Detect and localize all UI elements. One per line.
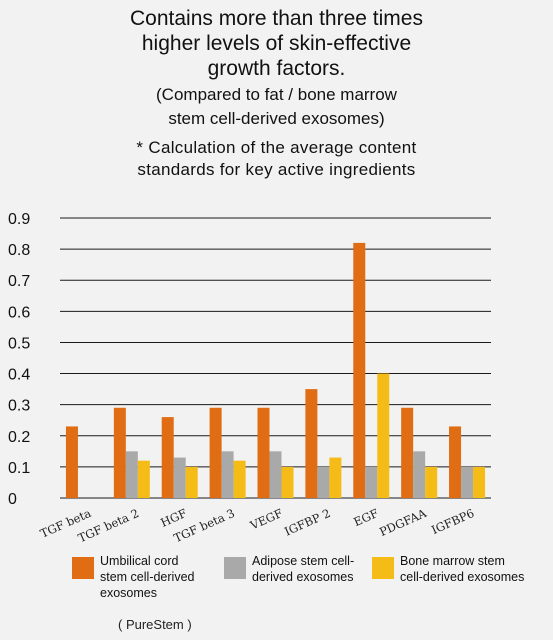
y-tick-label: 0.2: [8, 429, 30, 446]
chart-note: * Calculation of the average content sta…: [136, 138, 417, 179]
bar: [401, 407, 414, 498]
y-tick-label: 0.8: [8, 242, 30, 259]
bar: [185, 466, 198, 498]
legend-item-bone-marrow: Bone marrow stem cell-derived exosomes: [372, 553, 524, 585]
bar: [65, 426, 78, 498]
bar: [269, 451, 282, 498]
bar: [353, 242, 366, 498]
bar: [473, 466, 486, 498]
x-tick-label: VEGF: [247, 506, 285, 533]
y-tick-label: 0.9: [8, 211, 30, 228]
y-tick-label: 0.1: [8, 460, 30, 477]
legend-swatch-umbilical: [72, 557, 94, 579]
chart-title-block: Contains more than three times higher le…: [0, 6, 553, 181]
bar: [461, 466, 474, 498]
bar: [209, 407, 222, 498]
bar: [113, 407, 126, 498]
legend-swatch-adipose: [224, 557, 246, 579]
bar: [257, 407, 270, 498]
legend-item-adipose: Adipose stem cell- derived exosomes: [224, 553, 354, 585]
legend-label-umbilical: Umbilical cord stem cell-derived exosome…: [100, 554, 195, 600]
x-tick-label: PDGFAA: [377, 506, 429, 539]
legend-swatch-bone-marrow: [372, 557, 394, 579]
y-tick-label: 0.5: [8, 335, 30, 352]
bar: [233, 460, 246, 498]
chart-legend: Umbilical cord stem cell-derived exosome…: [0, 553, 553, 613]
bar: [161, 417, 174, 498]
source-label: ( PureStem ): [118, 617, 192, 632]
bar: [173, 457, 186, 498]
bar: [329, 457, 342, 498]
legend-item-umbilical: Umbilical cord stem cell-derived exosome…: [72, 553, 194, 601]
chart-title: Contains more than three times higher le…: [130, 7, 423, 80]
bar: [425, 466, 438, 498]
y-tick-label: 0.7: [8, 273, 30, 290]
legend-label-adipose: Adipose stem cell- derived exosomes: [252, 554, 355, 584]
y-tick-label: 0.6: [8, 304, 30, 321]
bar: [305, 389, 318, 498]
bar: [137, 460, 150, 498]
bar: [317, 466, 330, 498]
x-tick-label: IGFBP6: [429, 506, 476, 537]
y-tick-label: 0: [8, 491, 17, 508]
bar: [365, 466, 378, 498]
y-tick-label: 0.3: [8, 398, 30, 415]
bar: [413, 451, 426, 498]
bar: [377, 373, 390, 498]
bar: [449, 426, 462, 498]
y-tick-label: 0.4: [8, 367, 30, 384]
chart-subtitle: (Compared to fat / bone marrow stem cell…: [156, 85, 397, 128]
bar: [221, 451, 234, 498]
bar: [125, 451, 138, 498]
x-tick-label: IGFBP 2: [282, 506, 332, 539]
legend-label-bone-marrow: Bone marrow stem cell-derived exosomes: [400, 554, 525, 584]
bar: [281, 466, 294, 498]
